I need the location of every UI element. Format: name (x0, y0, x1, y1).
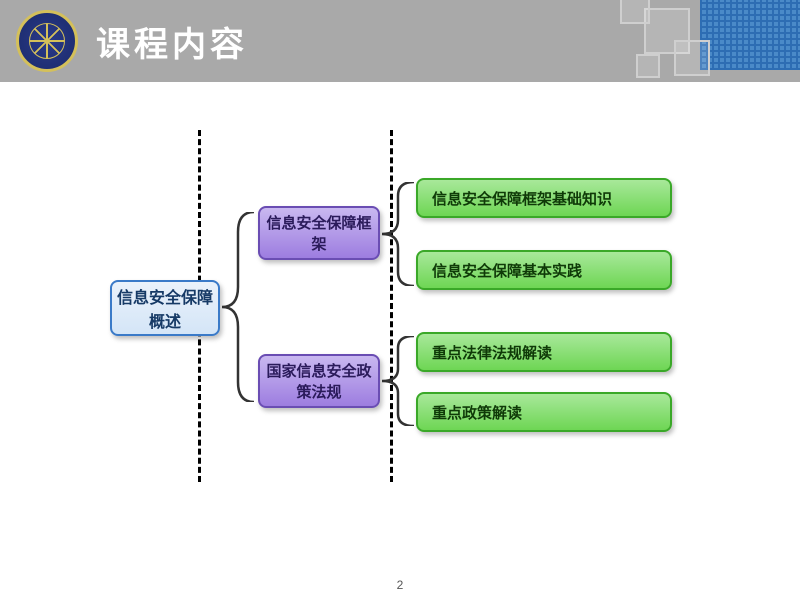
corner-decoration (560, 0, 800, 82)
node-topic-1: 信息安全保障框架 (258, 206, 380, 260)
node-topic-2-label: 国家信息安全政策法规 (260, 360, 378, 402)
node-leaf-2: 信息安全保障基本实践 (416, 250, 672, 290)
node-topic-1-label: 信息安全保障框架 (260, 212, 378, 254)
logo-globe-icon (29, 23, 65, 59)
slide-title: 课程内容 (96, 17, 248, 66)
node-root-label: 信息安全保障概述 (112, 284, 218, 332)
node-leaf-1: 信息安全保障框架基础知识 (416, 178, 672, 218)
node-leaf-3-label: 重点法律法规解读 (432, 342, 552, 363)
node-root: 信息安全保障概述 (110, 280, 220, 336)
node-leaf-2-label: 信息安全保障基本实践 (432, 260, 582, 281)
slide-header: 课程内容 (0, 0, 800, 82)
node-leaf-4: 重点政策解读 (416, 392, 672, 432)
brace-topic-1 (380, 182, 416, 286)
page-number: 2 (397, 578, 404, 592)
node-topic-2: 国家信息安全政策法规 (258, 354, 380, 408)
node-leaf-3: 重点法律法规解读 (416, 332, 672, 372)
brace-topic-2 (380, 336, 416, 426)
node-leaf-1-label: 信息安全保障框架基础知识 (432, 188, 612, 209)
node-leaf-4-label: 重点政策解读 (432, 402, 522, 423)
brace-root (220, 212, 256, 402)
logo-emblem (16, 10, 78, 72)
diagram-area: 信息安全保障概述 信息安全保障框架 国家信息安全政策法规 信息安全保障框架基础知… (0, 82, 800, 600)
